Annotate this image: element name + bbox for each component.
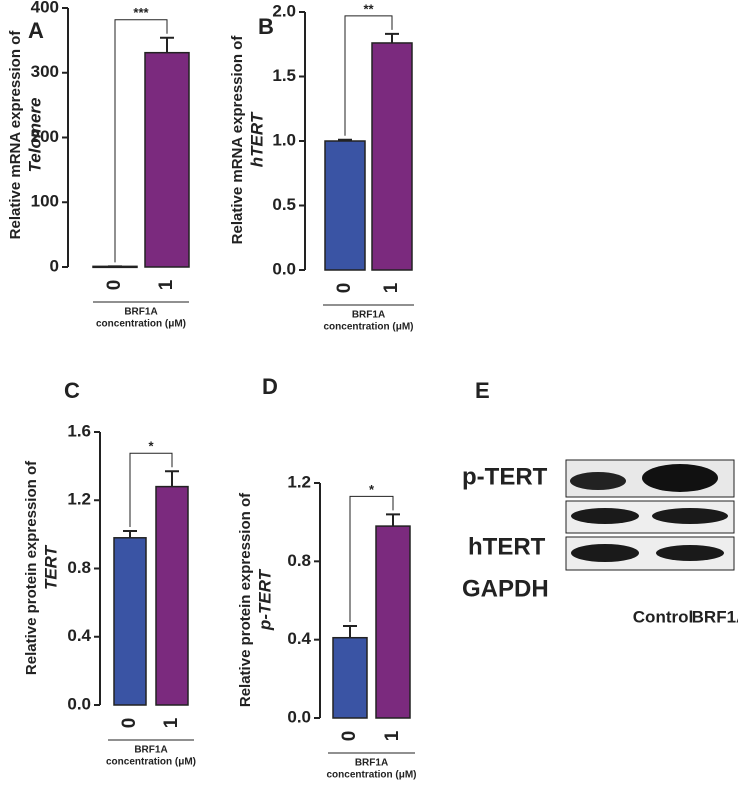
error-bar — [385, 32, 399, 43]
bar — [113, 537, 147, 706]
significance-bracket — [129, 452, 173, 527]
x-axis-label: BRF1A — [355, 758, 388, 769]
panel-letter: E — [475, 378, 490, 403]
significance-label: * — [369, 482, 375, 497]
significance-bracket — [114, 19, 168, 263]
blot-row-label: GAPDH — [462, 575, 549, 602]
y-tick-label: 1.5 — [272, 66, 296, 85]
y-tick-label: 1.2 — [287, 472, 311, 491]
x-tick-label: 0 — [334, 283, 355, 294]
y-tick-label: 300 — [31, 62, 59, 81]
error-bar — [123, 529, 137, 538]
x-tick-label: 1 — [381, 282, 402, 293]
bar — [371, 42, 413, 271]
y-tick-label: 1.2 — [67, 490, 91, 509]
x-axis-label: BRF1A — [352, 310, 385, 321]
x-tick-label: 1 — [382, 730, 403, 741]
x-tick-label: 0 — [339, 731, 360, 742]
y-axis-label: Relative protein expression of — [237, 492, 254, 707]
x-tick-label: 1 — [156, 279, 177, 290]
x-tick-label: 0 — [119, 718, 140, 729]
y-axis-label: Relative mRNA expression of — [7, 30, 24, 240]
significance-bracket — [349, 495, 394, 622]
x-tick-label: 1 — [161, 717, 182, 728]
bar — [375, 525, 411, 719]
x-axis-label: concentration (μM) — [106, 757, 196, 768]
y-tick-label: 200 — [31, 127, 59, 146]
error-bar — [165, 470, 179, 487]
y-tick-label: 0.0 — [272, 259, 296, 278]
bar — [155, 485, 189, 706]
bar — [324, 140, 366, 271]
y-tick-label: 0.0 — [287, 707, 311, 726]
x-axis-label: BRF1A — [124, 307, 157, 318]
y-axis-label-gene: p-TERT — [255, 568, 274, 631]
y-axis-label: Relative mRNA expression of — [229, 35, 246, 245]
y-axis-label-gene: Telomere — [25, 98, 44, 173]
blot-image — [565, 459, 735, 571]
error-bar — [343, 624, 357, 638]
error-bar — [338, 138, 352, 141]
panel-letter: A — [28, 18, 44, 43]
significance-label: *** — [133, 5, 149, 20]
error-bar — [160, 36, 174, 53]
y-tick-label: 1.0 — [272, 130, 296, 149]
y-axis-label-gene: hTERT — [247, 111, 266, 167]
bar — [144, 51, 190, 268]
y-tick-label: 0.8 — [287, 551, 311, 570]
blot-lane-label: Control — [633, 607, 693, 626]
y-tick-label: 0.0 — [67, 694, 91, 713]
x-axis-label: concentration (μM) — [326, 770, 416, 781]
y-tick-label: 1.6 — [67, 421, 91, 440]
bar — [332, 636, 368, 719]
y-tick-label: 100 — [31, 192, 59, 211]
significance-label: ** — [363, 1, 374, 16]
x-tick-label: 0 — [104, 280, 125, 291]
panel-letter: D — [262, 374, 278, 399]
y-tick-label: 0.5 — [272, 195, 296, 214]
blot-row-label: p-TERT — [462, 463, 548, 490]
y-tick-label: 0.4 — [287, 629, 311, 648]
panel-letter: B — [258, 14, 274, 39]
x-axis-label: concentration (μM) — [323, 322, 413, 333]
y-axis-label-gene: TERT — [41, 544, 60, 590]
error-bar — [386, 513, 400, 527]
significance-label: * — [148, 439, 154, 454]
x-axis-label: BRF1A — [134, 745, 167, 756]
y-tick-label: 0 — [50, 256, 59, 275]
blot-lane-label: BRF1A — [692, 607, 738, 626]
y-tick-label: 0.4 — [67, 626, 91, 645]
y-axis-label: Relative protein expression of — [23, 460, 40, 675]
significance-bracket — [344, 15, 393, 136]
x-axis-label: concentration (μM) — [96, 319, 186, 330]
y-tick-label: 2.0 — [272, 1, 296, 20]
y-tick-label: 0.8 — [67, 558, 91, 577]
panel-letter: C — [64, 378, 80, 403]
blot-row-label: hTERT — [468, 533, 546, 560]
y-tick-label: 400 — [31, 0, 59, 16]
